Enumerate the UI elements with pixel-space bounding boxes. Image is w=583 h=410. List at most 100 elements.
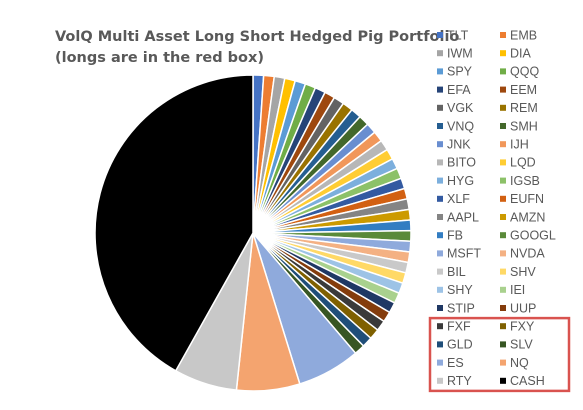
legend-item-googl: GOOGL: [500, 229, 556, 243]
legend-item-tlt: TLT: [437, 28, 469, 42]
legend-swatch: [437, 123, 443, 129]
legend-label: IGSB: [510, 174, 540, 188]
legend-item-xlf: XLF: [437, 192, 470, 206]
legend-swatch: [437, 214, 443, 220]
legend-label: TLT: [447, 28, 469, 42]
chart-title: VolQ Multi Asset Long Short Hedged Pig P…: [55, 29, 460, 45]
legend-label: AMZN: [510, 210, 545, 224]
legend-swatch: [437, 86, 443, 93]
legend-label: DIA: [510, 47, 532, 61]
legend-swatch: [437, 104, 443, 111]
legend-swatch: [500, 50, 506, 57]
legend-label: GOOGL: [510, 229, 556, 243]
legend-item-cash: CASH: [500, 374, 545, 388]
legend-label: VNQ: [447, 119, 474, 133]
legend-swatch: [500, 341, 506, 348]
legend-item-dia: DIA: [500, 47, 532, 61]
legend-item-uup: UUP: [500, 301, 536, 315]
legend-swatch: [500, 323, 506, 330]
legend-label: RTY: [447, 374, 472, 388]
legend-item-spy: SPY: [437, 65, 473, 79]
legend-swatch: [437, 68, 443, 75]
legend-label: CASH: [510, 374, 545, 388]
legend-item-qqq: QQQ: [500, 65, 539, 79]
legend: TLT EMB IWM DIA SPY QQQ EFA EEM VGK REM VNQ SMH JNK I…: [437, 28, 556, 388]
legend-item-bil: BIL: [437, 265, 466, 279]
legend-swatch: [500, 159, 506, 166]
legend-label: EEM: [510, 83, 537, 97]
legend-swatch: [500, 214, 506, 220]
legend-label: STIP: [447, 301, 475, 315]
legend-label: SLV: [510, 338, 533, 352]
legend-item-rty: RTY: [437, 374, 472, 388]
legend-swatch: [437, 286, 443, 293]
legend-label: BITO: [447, 156, 476, 170]
legend-item-gld: GLD: [437, 338, 473, 352]
legend-label: SHV: [510, 265, 536, 279]
legend-swatch: [500, 68, 506, 75]
legend-item-vgk: VGK: [437, 101, 474, 115]
legend-label: AAPL: [447, 210, 479, 224]
legend-label: SMH: [510, 119, 538, 133]
legend-item-eem: EEM: [500, 83, 537, 97]
legend-swatch: [437, 250, 443, 257]
legend-swatch: [437, 268, 443, 275]
legend-item-eufn: EUFN: [500, 192, 544, 206]
legend-swatch: [500, 177, 506, 184]
legend-label: XLF: [447, 192, 470, 206]
legend-swatch: [500, 305, 506, 311]
legend-item-stip: STIP: [437, 301, 475, 315]
legend-swatch: [500, 286, 506, 293]
legend-item-ijh: IJH: [500, 138, 529, 152]
longs-highlight-box: [428, 316, 571, 393]
legend-swatch: [500, 232, 506, 239]
pie-slice-cash: [94, 74, 254, 372]
legend-label: EUFN: [510, 192, 544, 206]
legend-swatch: [437, 323, 443, 330]
legend-item-efa: EFA: [437, 83, 471, 97]
legend-label: IJH: [510, 138, 529, 152]
legend-item-amzn: AMZN: [500, 210, 545, 224]
pie-slices: [94, 74, 412, 392]
legend-label: ES: [447, 356, 464, 370]
legend-swatch: [500, 104, 506, 111]
legend-label: LQD: [510, 156, 536, 170]
legend-label: GLD: [447, 338, 473, 352]
legend-label: FB: [447, 229, 463, 243]
legend-label: FXY: [510, 320, 535, 334]
legend-item-fb: FB: [437, 229, 463, 243]
legend-swatch: [437, 305, 443, 311]
legend-swatch: [500, 377, 506, 384]
legend-label: EMB: [510, 28, 537, 42]
legend-swatch: [437, 177, 443, 184]
legend-swatch: [437, 195, 443, 202]
legend-label: MSFT: [447, 247, 481, 261]
legend-label: EFA: [447, 83, 471, 97]
legend-item-iwm: IWM: [437, 47, 473, 61]
legend-label: UUP: [510, 301, 536, 315]
legend-item-iei: IEI: [500, 283, 525, 297]
legend-label: QQQ: [510, 65, 539, 79]
chart-title-block: VolQ Multi Asset Long Short Hedged Pig P…: [55, 27, 460, 69]
legend-label: HYG: [447, 174, 474, 188]
legend-swatch: [500, 268, 506, 275]
legend-swatch: [437, 359, 443, 366]
legend-swatch: [500, 359, 506, 366]
legend-label: BIL: [447, 265, 466, 279]
legend-item-lqd: LQD: [500, 156, 536, 170]
legend-label: FXF: [447, 320, 471, 334]
legend-label: SPY: [447, 65, 473, 79]
legend-item-shv: SHV: [500, 265, 536, 279]
legend-item-nq: NQ: [500, 356, 529, 370]
legend-swatch: [500, 123, 506, 129]
legend-swatch: [437, 341, 443, 348]
legend-label: NQ: [510, 356, 529, 370]
legend-item-bito: BITO: [437, 156, 476, 170]
legend-item-slv: SLV: [500, 338, 533, 352]
legend-item-hyg: HYG: [437, 174, 474, 188]
legend-item-smh: SMH: [500, 119, 538, 133]
legend-swatch: [437, 232, 443, 239]
legend-item-msft: MSFT: [437, 247, 481, 261]
chart-subtitle: (longs are in the red box): [55, 50, 264, 66]
